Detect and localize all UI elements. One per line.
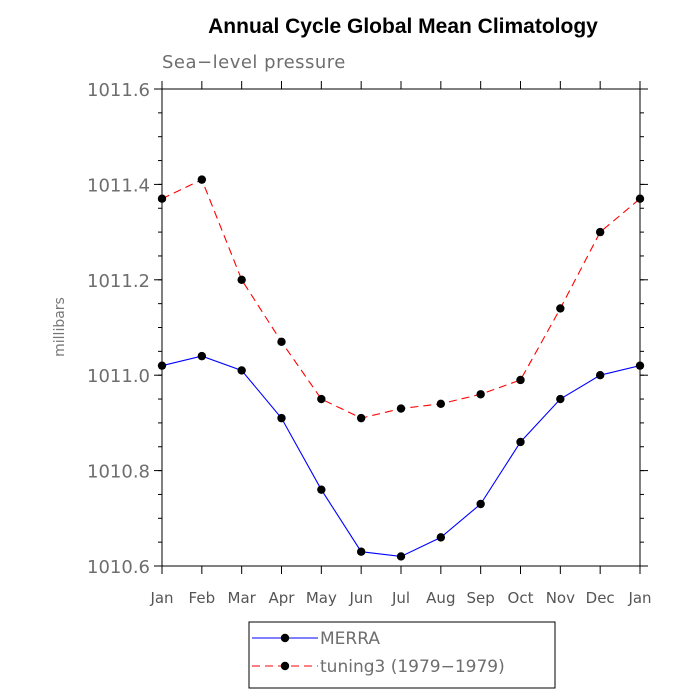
x-tick-label: Feb — [189, 589, 216, 607]
series-1-point — [436, 399, 446, 409]
y-tick-label: 1010.8 — [87, 462, 150, 483]
series-1-point — [476, 390, 485, 399]
series-1-point — [595, 227, 605, 237]
axis-ticks: 1010.6 1010.8 1011.0 1011.2 1011.4 1011.6 Jan F… — [87, 80, 652, 607]
x-tick-label: Jun — [348, 589, 372, 607]
series-line-1 — [161, 178, 641, 419]
chart-title: Annual Cycle Global Mean Climatology — [208, 15, 598, 38]
x-tick-label: Jul — [391, 589, 410, 607]
legend-marker-0 — [280, 633, 290, 643]
series-1-point — [237, 275, 246, 284]
series-0-point — [595, 371, 605, 380]
series-0-point — [396, 552, 406, 561]
series-1-point — [197, 175, 207, 184]
series-1-point — [317, 394, 326, 404]
x-tick-label: Aug — [426, 589, 455, 607]
x-tick-label: Oct — [508, 589, 534, 607]
y-axis-label: millibars — [52, 297, 68, 357]
x-tick-label: Apr — [269, 589, 296, 607]
legend-marker-1 — [280, 661, 290, 671]
series-0-point — [356, 547, 366, 556]
series-0-point — [157, 361, 167, 370]
y-tick-label: 1011.4 — [87, 175, 150, 196]
y-tick-label: 1011.2 — [87, 271, 150, 292]
series-0-point — [317, 485, 326, 494]
series-0-point — [237, 366, 246, 375]
x-tick-label: May — [306, 589, 337, 607]
legend-label-1: tuning3 (1979−1979) — [320, 657, 505, 677]
x-tick-label: Jan — [149, 589, 173, 607]
x-tick-label: Sep — [467, 589, 495, 607]
x-tick-label: Dec — [586, 589, 615, 607]
legend-label-0: MERRA — [320, 629, 380, 649]
x-tick-label: Nov — [546, 589, 575, 607]
series-1-point — [396, 404, 406, 413]
y-tick-label: 1010.6 — [87, 557, 150, 578]
series-0-point — [197, 351, 207, 361]
chart-subtitle: Sea−level pressure — [162, 52, 346, 73]
y-tick-label: 1011.6 — [87, 80, 150, 101]
series-line-0 — [161, 355, 641, 558]
y-tick-label: 1011.0 — [87, 366, 150, 387]
series-1-point — [635, 194, 645, 203]
plot-axes — [161, 88, 641, 567]
series-0-point — [556, 394, 565, 404]
series-1-point — [356, 413, 366, 423]
series-0-point — [436, 533, 446, 542]
x-tick-label: Mar — [228, 589, 257, 607]
series-0-point — [476, 499, 485, 509]
x-tick-label: Jan — [627, 589, 651, 607]
legend: MERRA tuning3 (1979−1979) — [248, 621, 556, 689]
plot-frame — [161, 88, 641, 567]
legend-box — [248, 621, 556, 689]
series-1-point — [277, 337, 286, 347]
series-0-point — [277, 413, 286, 423]
series-1-point — [556, 304, 565, 313]
series-1-point — [516, 375, 525, 385]
series-layer — [157, 175, 645, 561]
series-0-point — [635, 361, 645, 370]
series-1-point — [157, 194, 167, 203]
series-0-point — [516, 437, 525, 447]
